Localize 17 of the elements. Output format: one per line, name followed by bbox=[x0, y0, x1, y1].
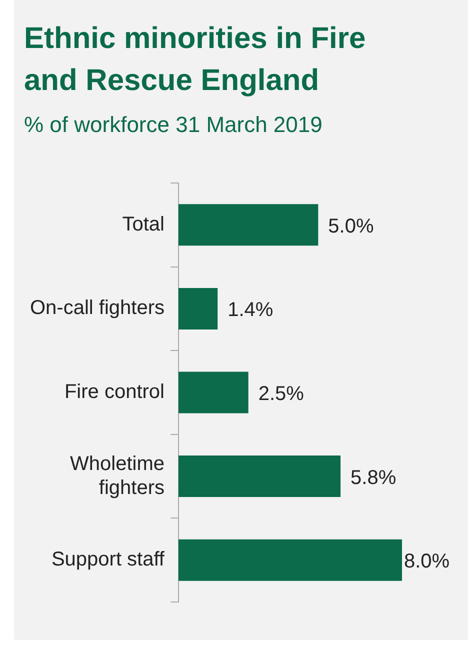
y-tick-label: Support staff bbox=[51, 548, 165, 571]
data-label: 5.0% bbox=[328, 215, 374, 238]
bar bbox=[178, 288, 218, 330]
y-tick-label: Fire control bbox=[64, 381, 164, 404]
bar bbox=[178, 539, 402, 581]
bar bbox=[178, 456, 341, 498]
bar bbox=[178, 204, 318, 246]
data-label: 5.8% bbox=[350, 466, 396, 489]
y-tick-label: On-call fighters bbox=[30, 297, 164, 320]
data-label: 2.5% bbox=[258, 383, 304, 406]
bar bbox=[178, 372, 248, 414]
data-label: 1.4% bbox=[228, 299, 274, 322]
data-label: 8.0% bbox=[404, 550, 450, 573]
y-tick-label: Wholetime fighters bbox=[70, 452, 164, 499]
chart-title: Ethnic minorities in Fire and Rescue England bbox=[24, 21, 367, 99]
chart-subtitle: % of workforce 31 March 2019 bbox=[24, 112, 322, 138]
y-tick-label: Total bbox=[122, 213, 164, 236]
